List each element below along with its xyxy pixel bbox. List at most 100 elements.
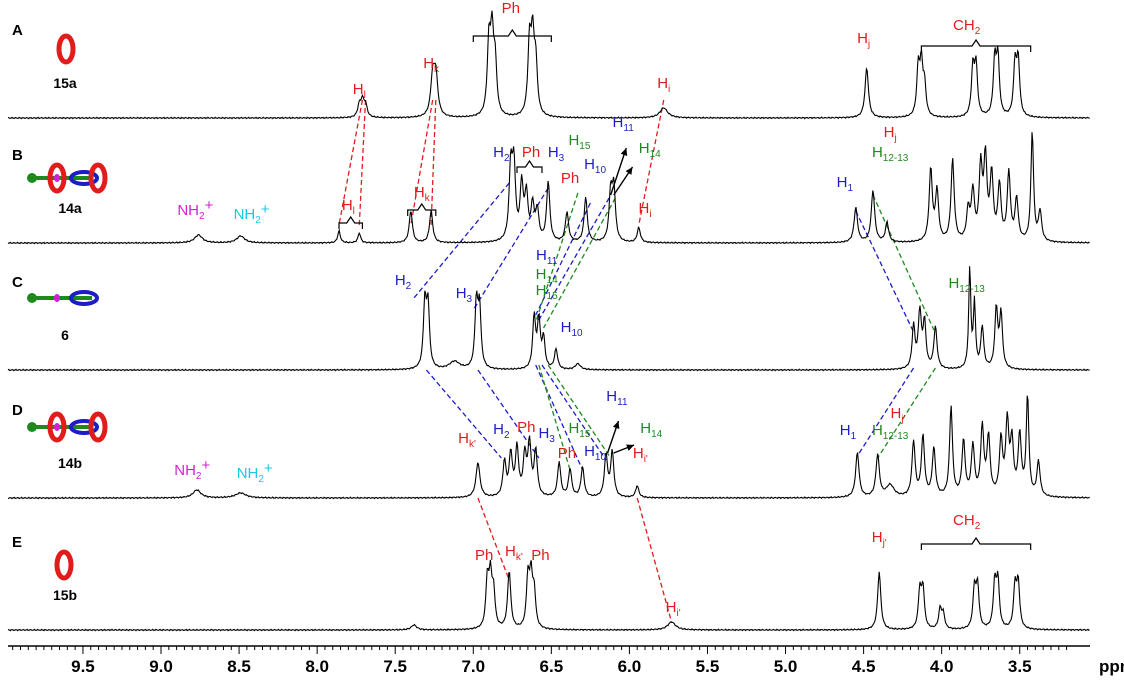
arrow-h14-d-head (626, 444, 635, 451)
peak-label-b-3: Hk (414, 184, 431, 204)
rotaxane-icon-14a-ring-2 (88, 162, 108, 194)
peak-label-a-5: CH2 (953, 17, 981, 37)
peak-label-d-5: H3 (538, 425, 555, 445)
panel-letter-E: E (12, 534, 22, 551)
connector-bc-h14 (542, 197, 616, 329)
peak-label-b-13: H1 (837, 174, 854, 194)
arrow-h11-d-head (612, 421, 620, 429)
ring-icon-15b (54, 549, 74, 581)
x-tick-label: 4.5 (852, 657, 876, 676)
spectrum-trace-C (7, 266, 1090, 372)
rotaxane-icon-14a-macrocycle (69, 170, 99, 186)
peak-label-b-1: NH2+ (234, 201, 270, 226)
axle-icon-6-site (54, 294, 60, 302)
peak-label-b-5: Ph (522, 144, 540, 161)
connector-ab-3 (430, 99, 437, 226)
panel-letter-C: C (12, 274, 23, 291)
spectrum-trace-B (7, 132, 1090, 245)
peak-label-d-3: H2 (493, 421, 510, 441)
ring-icon-15a (56, 33, 76, 65)
peak-label-b-6: H3 (548, 144, 565, 164)
rotaxane-icon-14b-ring-2 (88, 411, 108, 443)
connector-bc-h1 (855, 210, 915, 333)
panel-letter-A: A (12, 22, 23, 39)
compound-label-15b: 15b (53, 587, 77, 603)
x-tick-label: 9.0 (149, 657, 173, 676)
bracket-ph-b (516, 159, 543, 173)
connector-ab-2 (410, 99, 434, 226)
peak-label-b-11: H14 (639, 140, 661, 160)
connector-bc-h2 (413, 182, 510, 299)
peak-label-b-4: H2 (493, 144, 510, 164)
connector-cd-h1 (856, 367, 915, 457)
peak-label-a-2: Ph (502, 0, 520, 17)
connector-ab-4 (638, 99, 665, 226)
compound-label-15a: 15a (53, 75, 77, 91)
peak-label-b-2: Hl (342, 197, 355, 217)
connector-ab-1 (358, 99, 367, 226)
rotaxane-icon-14b-site (54, 423, 60, 431)
spectrum-trace-A (7, 10, 1090, 120)
peak-label-c-5: H10 (561, 319, 583, 339)
peak-label-b-15: H12-13 (872, 144, 909, 164)
bracket-ch2-a (920, 38, 1032, 52)
peak-label-b-12: Hi (638, 200, 651, 220)
peak-label-b-8: H15 (568, 132, 590, 152)
x-tick-label: 8.0 (305, 657, 329, 676)
peak-label-c-4: H15 (536, 282, 558, 302)
peak-label-d-9: H11 (606, 388, 628, 408)
peak-label-a-4: Hj (857, 30, 870, 50)
x-tick-label: 5.0 (774, 657, 798, 676)
axle-icon-6-stopper (27, 293, 37, 303)
x-tick-label: 6.0 (618, 657, 642, 676)
x-axis-label: ppm (1099, 657, 1124, 676)
x-tick-label: 7.5 (383, 657, 407, 676)
x-tick-label: 6.5 (540, 657, 564, 676)
peak-label-b-10: H11 (613, 114, 635, 134)
rotaxane-icon-14a-site (54, 174, 60, 182)
peak-label-d-14: H12-13 (872, 422, 909, 442)
rotaxane-icon-14b-ring-1 (47, 411, 67, 443)
connector-ab-0 (338, 99, 364, 226)
bracket-hl-b (338, 215, 364, 229)
rotaxane-icon-14a-ring-1 (47, 162, 67, 194)
peak-label-e-5: CH2 (953, 512, 981, 532)
peak-label-d-2: Hk' (458, 430, 476, 450)
connector-cd-h15 (538, 364, 571, 471)
connector-bc-h1213 (872, 194, 935, 331)
peak-label-c-6: H12-13 (948, 275, 985, 295)
peak-label-e-2: Ph (531, 547, 549, 564)
connector-cd-h2 (425, 369, 502, 459)
connector-cd-h14 (547, 364, 612, 459)
connector-cd-h11 (541, 364, 607, 461)
peak-label-d-0: NH2+ (174, 457, 210, 482)
arrow-h14-b-head (625, 167, 633, 175)
peak-label-d-8: H10 (584, 443, 606, 463)
connector-bc-h10 (535, 202, 591, 316)
x-tick-label: 8.5 (227, 657, 251, 676)
peak-label-b-14: Hj (884, 124, 897, 144)
panel-letter-B: B (12, 147, 23, 164)
bracket-hk-b (407, 202, 437, 216)
peak-label-c-1: H3 (456, 285, 473, 305)
x-tick-label: 4.0 (930, 657, 954, 676)
x-tick-label: 3.5 (1008, 657, 1032, 676)
x-tick-label: 7.0 (461, 657, 485, 676)
bracket-ch2-e (920, 536, 1032, 550)
peak-label-b-7: Ph (561, 170, 579, 187)
compound-label-6: 6 (61, 327, 69, 343)
connector-de-hi (636, 497, 673, 623)
x-tick-label: 9.5 (71, 657, 95, 676)
rotaxane-icon-14b-stopper (27, 422, 37, 432)
rotaxane-icon-14b-macrocycle (69, 419, 99, 435)
connector-de-hk (477, 497, 510, 581)
bracket-ph-a (472, 28, 552, 42)
spectrum-trace-E (7, 559, 1090, 632)
peak-label-c-0: H2 (395, 272, 412, 292)
peak-label-d-13: Hj' (890, 405, 905, 425)
peak-label-b-9: H10 (584, 156, 606, 176)
arrow-h11-b-head (620, 148, 628, 156)
peak-label-d-1: NH2+ (237, 460, 273, 485)
